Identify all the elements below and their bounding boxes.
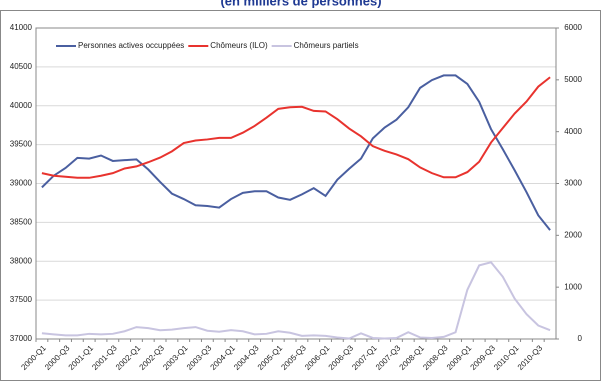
y-tick-label: 41000 (10, 23, 33, 32)
y-tick-label: 38500 (10, 217, 33, 226)
legend-label: Personnes actives occuppées (78, 41, 184, 50)
chart-title: (en milliers de personnes) (220, 0, 381, 8)
y2-tick-label: 6000 (564, 23, 582, 32)
series-line (41, 76, 551, 179)
y-tick-label: 40000 (10, 101, 33, 110)
y2-tick-label: 2000 (564, 230, 582, 239)
legend-label: Chômeurs (ILO) (210, 41, 268, 50)
y-tick-label: 37000 (10, 334, 33, 343)
y2-tick-label: 3000 (564, 179, 582, 188)
y2-tick-label: 0 (578, 334, 583, 343)
series-line (41, 74, 551, 231)
y-tick-label: 39500 (10, 140, 33, 149)
series-line (41, 261, 551, 340)
y2-tick-label: 5000 (564, 75, 582, 84)
y-tick-label: 39000 (10, 179, 33, 188)
legend-label: Chômeurs partiels (294, 41, 359, 50)
y-tick-label: 38000 (10, 256, 33, 265)
y2-tick-label: 1000 (564, 282, 582, 291)
y-tick-label: 37500 (10, 295, 33, 304)
y2-tick-label: 4000 (564, 127, 582, 136)
y-tick-label: 40500 (10, 62, 33, 71)
